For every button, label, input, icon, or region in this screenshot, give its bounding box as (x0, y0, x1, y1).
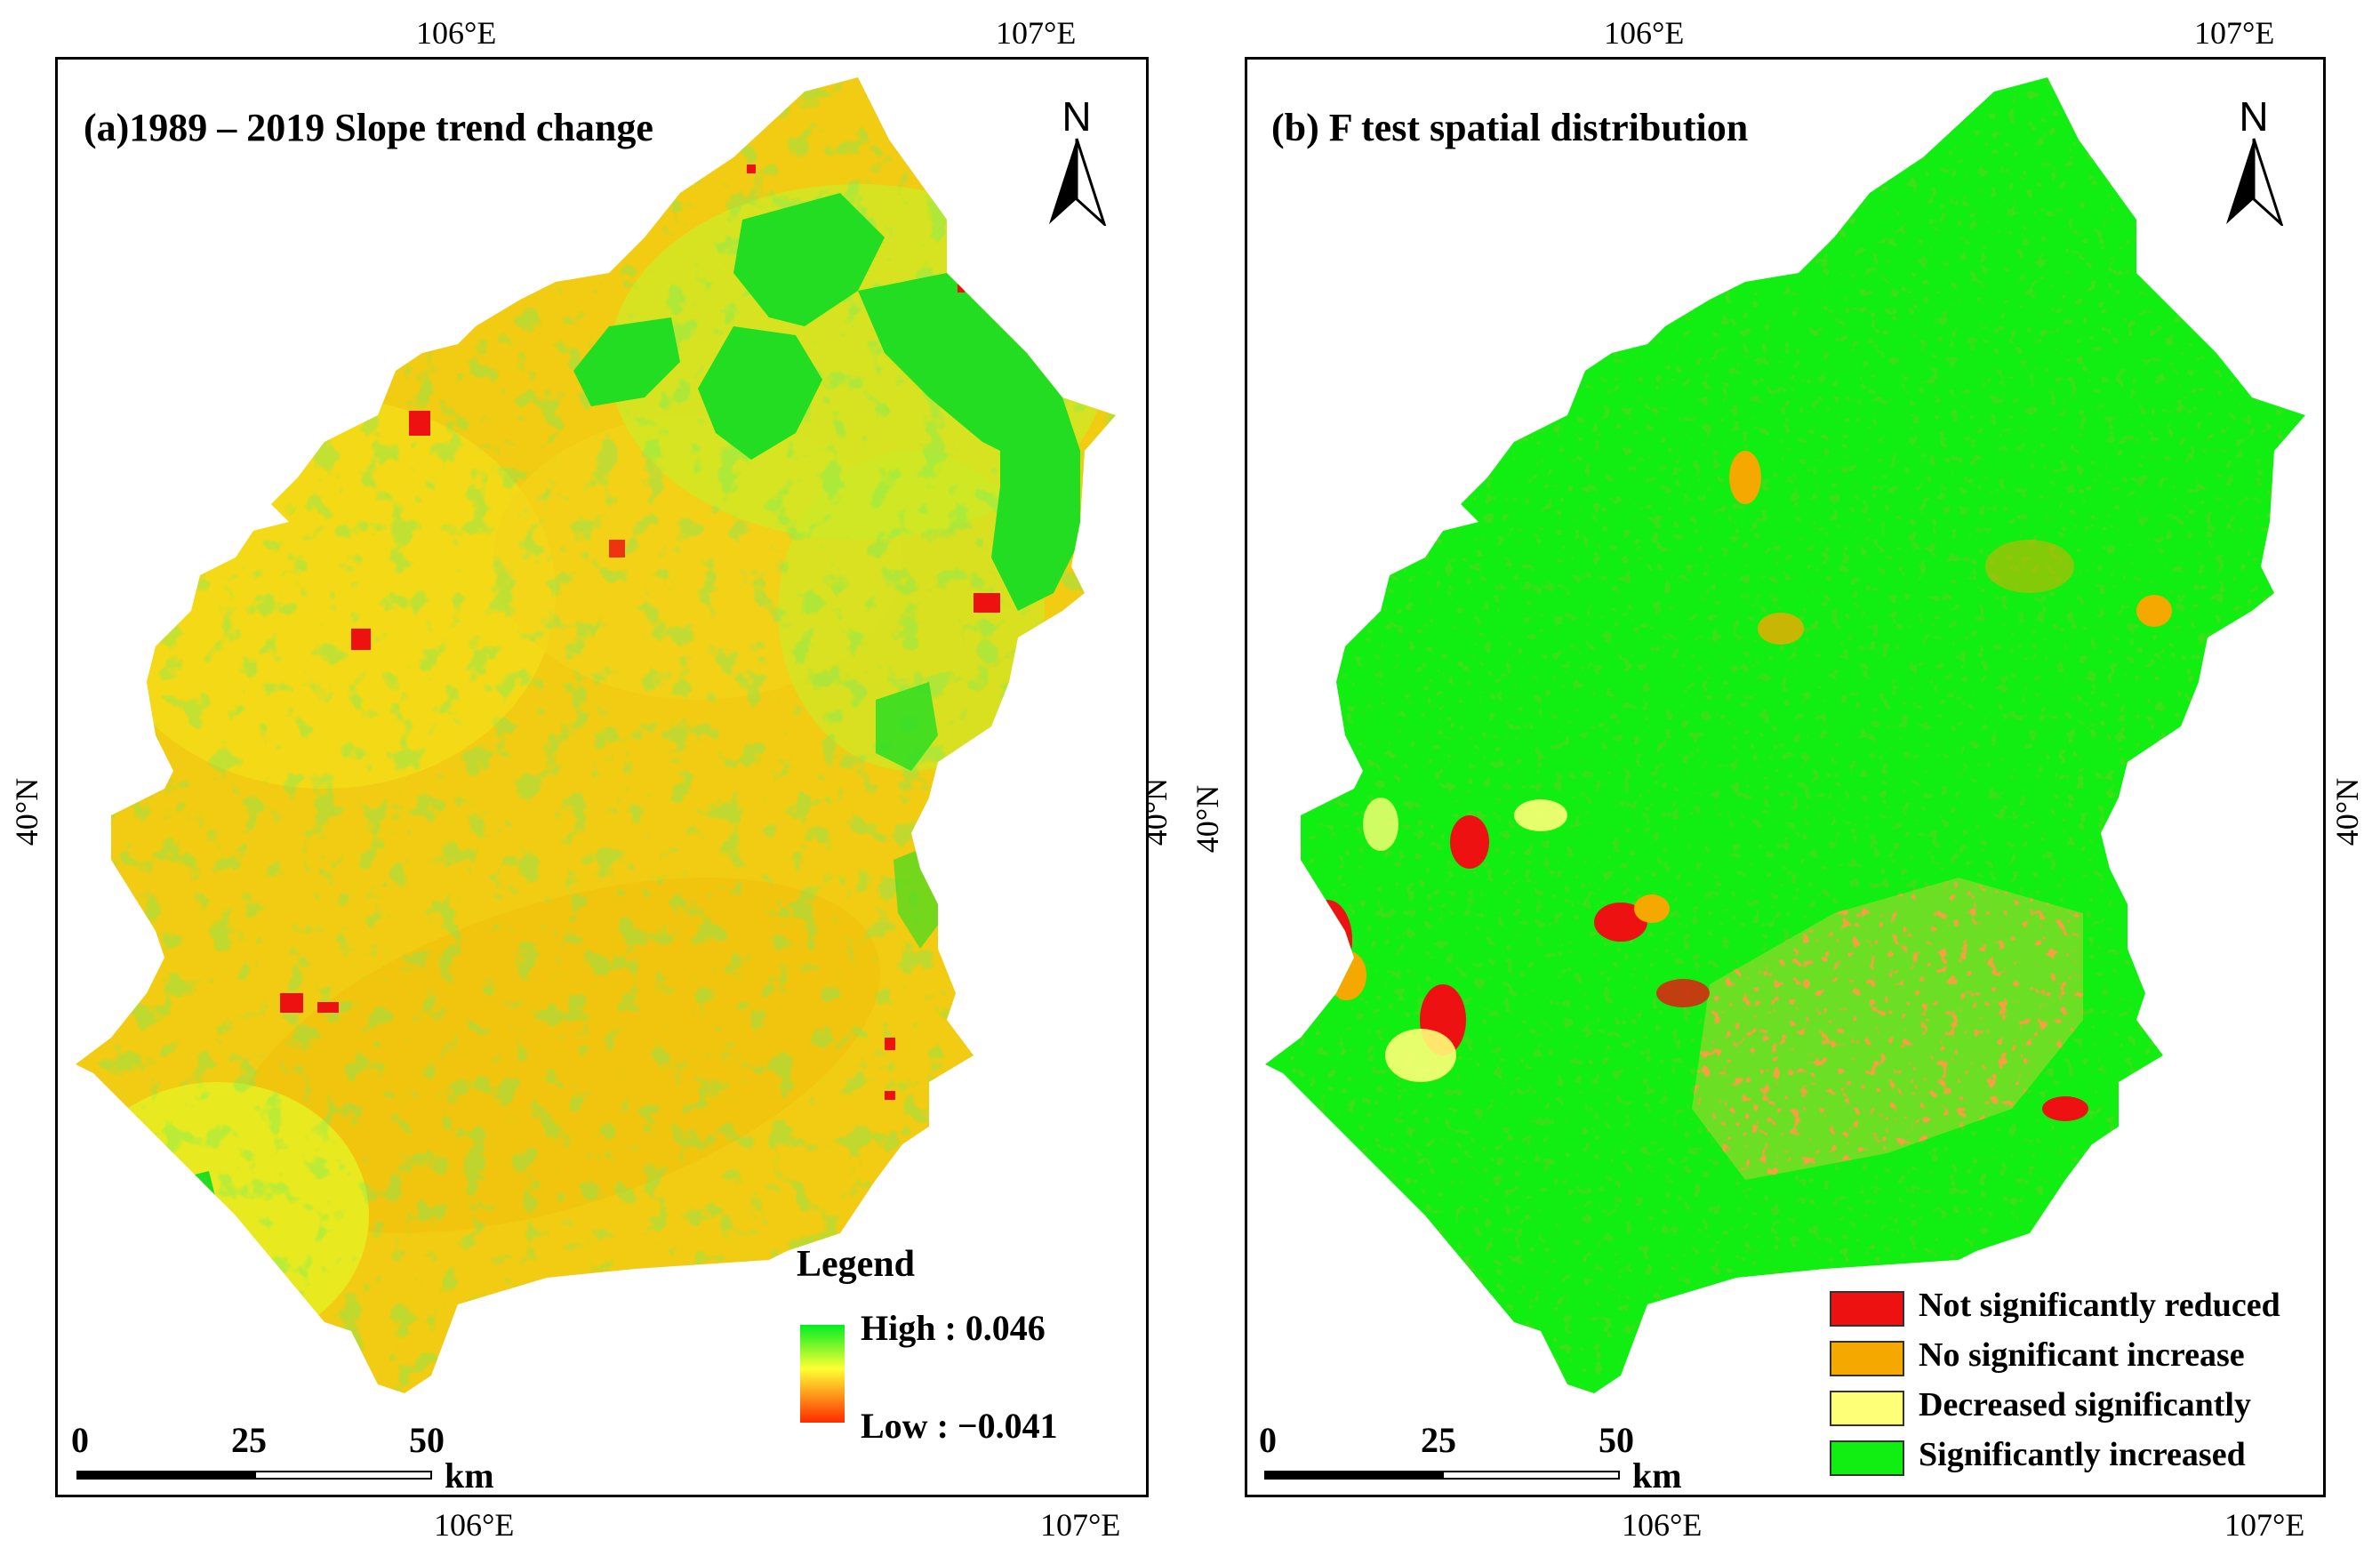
scale-unit: km (445, 1456, 494, 1496)
panel-a-map (76, 77, 1116, 1393)
panel-a-lon-top-107: 107°E (996, 15, 1077, 51)
panel-b-north-letter: N (2239, 93, 2269, 140)
panel-a-legend-low: Low : −0.041 (861, 1406, 1058, 1446)
legend-swatch (1830, 1341, 1904, 1376)
panel-b-scale-bar: 0 25 50 km (1259, 1419, 1721, 1517)
legend-swatch (1830, 1391, 1904, 1426)
legend-swatch (1830, 1291, 1904, 1327)
scale-tick-25: 25 (231, 1420, 267, 1460)
scale-tick-50: 50 (1599, 1420, 1634, 1460)
panel-a-scale-bar: 0 25 50 km (71, 1419, 533, 1517)
panel-b-north-arrow: N (2223, 92, 2285, 226)
scale-tick-25: 25 (1421, 1420, 1456, 1460)
panel-b: 106°E 107°E 106°E 107°E 40°N 40°N (1190, 0, 2380, 1556)
legend-label: Decreased significantly (1919, 1386, 2251, 1424)
scale-segment-white (1442, 1471, 1620, 1480)
panel-a-map-frame (55, 57, 1149, 1497)
panel-a-lon-bottom-106: 106°E (434, 1507, 515, 1543)
panel-b-lon-top-106: 106°E (1604, 15, 1685, 51)
panel-a-lon-bottom-107: 107°E (1040, 1507, 1121, 1543)
panel-a: 106°E 107°E 106°E 107°E 40°N 40°N (0, 0, 1174, 1556)
panel-a-legend-high: High : 0.046 (861, 1308, 1046, 1348)
legend-swatch (1830, 1440, 1904, 1476)
panel-b-map-frame (1245, 57, 2326, 1497)
scale-tick-0: 0 (1259, 1420, 1277, 1460)
scale-tick-0: 0 (71, 1420, 89, 1460)
panel-a-title: (a)1989 – 2019 Slope trend change (84, 106, 653, 149)
panel-a-north-arrow: N (1046, 92, 1108, 226)
panel-b-lat-left: 40°N (1190, 784, 1226, 854)
scale-segment-white (254, 1471, 432, 1480)
scale-segment-black (76, 1471, 256, 1480)
panel-a-legend-title: Legend (797, 1244, 916, 1285)
panel-b-lon-top-107: 107°E (2194, 15, 2275, 51)
legend-label: Significantly increased (1919, 1436, 2246, 1473)
panel-a-lat-left: 40°N (9, 777, 45, 846)
north-arrow-icon (2226, 138, 2284, 226)
panel-b-title: (b) F test spatial distribution (1271, 106, 1749, 149)
scale-tick-50: 50 (409, 1420, 445, 1460)
panel-b-lon-bottom-107: 107°E (2224, 1507, 2305, 1543)
panel-a-lon-top-106: 106°E (416, 15, 497, 51)
panel-b-legend: Not significantly reduced No significant… (1830, 1286, 2328, 1490)
panel-b-map (1265, 77, 2305, 1393)
panel-b-lat-right: 40°N (2329, 777, 2366, 846)
panel-a-legend-ramp (800, 1325, 845, 1423)
scale-unit: km (1632, 1456, 1682, 1496)
legend-label: No significant increase (1919, 1336, 2245, 1374)
panel-a-north-letter: N (1062, 93, 1092, 140)
legend-label: Not significantly reduced (1919, 1287, 2280, 1324)
north-arrow-icon (1049, 138, 1107, 226)
panel-b-lon-bottom-106: 106°E (1622, 1507, 1703, 1543)
scale-segment-black (1264, 1471, 1444, 1480)
